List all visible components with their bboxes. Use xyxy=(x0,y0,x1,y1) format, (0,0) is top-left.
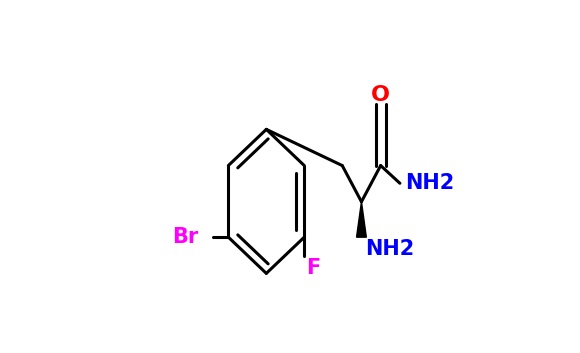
Text: F: F xyxy=(307,258,321,278)
Polygon shape xyxy=(357,202,367,237)
Text: NH2: NH2 xyxy=(405,173,454,193)
Text: NH2: NH2 xyxy=(365,239,415,259)
Text: O: O xyxy=(371,85,390,105)
Text: Br: Br xyxy=(172,227,198,247)
